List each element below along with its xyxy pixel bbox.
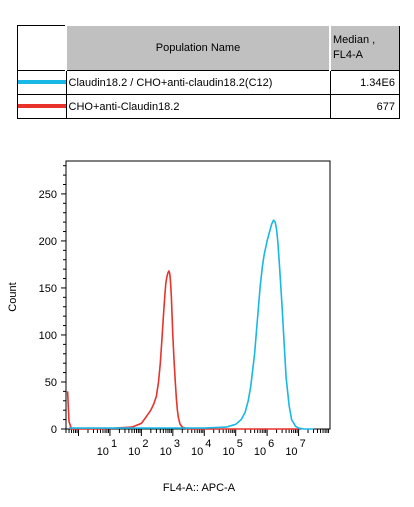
x-tick-exponent: 4 xyxy=(205,438,211,450)
x-tick-exponent: 7 xyxy=(300,438,306,450)
legend-header-median-line2: FL4-A xyxy=(333,49,363,61)
series-red-histogram xyxy=(66,270,299,430)
x-tick-base: 10 xyxy=(191,446,203,458)
y-tick-label: 250 xyxy=(39,189,57,201)
x-tick-base: 10 xyxy=(254,446,266,458)
legend-population-name: CHO+anti-Claudin18.2 xyxy=(65,94,331,119)
x-tick-base: 10 xyxy=(285,446,297,458)
y-axis-label: Count xyxy=(7,282,19,311)
legend-table: Population Name Median , FL4-A Claudin18… xyxy=(17,24,400,119)
x-tick-exponent: 2 xyxy=(142,438,148,450)
series-cyan-histogram xyxy=(69,219,314,430)
legend-header-median: Median , FL4-A xyxy=(329,24,400,71)
legend-swatch-cyan xyxy=(18,80,66,84)
legend-swatch-red xyxy=(18,104,66,108)
y-tick-label: 100 xyxy=(39,330,57,342)
legend-header-swatch-cell xyxy=(17,24,67,71)
y-tick-label: 50 xyxy=(45,377,57,389)
x-axis-label: FL4-A:: APC-A xyxy=(163,482,236,494)
legend-row-claudin18-2: Claudin18.2 / CHO+anti-claudin18.2(C12) … xyxy=(17,70,400,95)
x-tick-base: 10 xyxy=(160,446,172,458)
legend-population-name: Claudin18.2 / CHO+anti-claudin18.2(C12) xyxy=(65,70,331,95)
y-tick-label: 200 xyxy=(39,236,57,248)
x-tick-base: 10 xyxy=(128,446,140,458)
x-tick-base: 10 xyxy=(97,446,109,458)
y-axis: 0 50 100 150 200 250 xyxy=(39,165,66,436)
y-tick-label: 0 xyxy=(51,424,57,436)
legend-population-median: 1.34E6 xyxy=(329,70,400,95)
plot-frame xyxy=(65,160,331,430)
legend-row-cho-anti-claudin: CHO+anti-Claudin18.2 677 xyxy=(17,94,400,119)
y-tick-label: 150 xyxy=(39,283,57,295)
legend-swatch-cell xyxy=(17,94,67,119)
x-tick-exponent: 1 xyxy=(111,438,117,450)
x-tick-exponent: 5 xyxy=(237,438,243,450)
x-tick-base: 10 xyxy=(222,446,234,458)
legend-swatch-cell xyxy=(17,70,67,95)
legend-header-name: Population Name xyxy=(65,24,331,71)
legend-header-row: Population Name Median , FL4-A xyxy=(17,24,400,71)
x-tick-exponent: 6 xyxy=(268,438,274,450)
legend-population-median: 677 xyxy=(329,94,400,119)
series-layer xyxy=(66,219,314,430)
legend-header-median-line1: Median , xyxy=(333,34,376,46)
x-tick-exponent: 3 xyxy=(174,438,180,450)
